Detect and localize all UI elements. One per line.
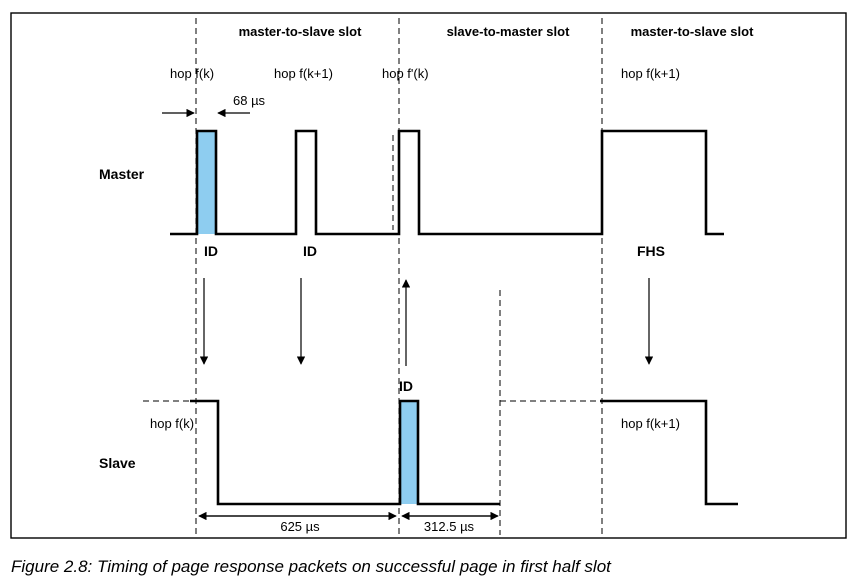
figure-caption: Figure 2.8: Timing of page response pack… [11,557,612,576]
master-hop-1: hop f(k) [170,66,214,81]
slave-hop-1: hop f(k) [150,416,194,431]
master-label: Master [99,166,145,182]
master-hop-3: hop f'(k) [382,66,429,81]
diagram-frame [10,12,847,539]
slot-header-1: master-to-slave slot [239,24,362,39]
master-packet-id-1: ID [204,243,218,259]
timing-label-625: 625 µs [280,519,320,534]
slave-signal-fhs [600,399,738,506]
slave-label: Slave [99,455,136,471]
master-hop-4: hop f(k+1) [621,66,680,81]
slave-hop-2: hop f(k+1) [621,416,680,431]
master-id-packet-fill [197,131,216,234]
slave-id-packet-fill [400,402,418,504]
slot-header-3: master-to-slave slot [631,24,754,39]
master-packet-id-2: ID [303,243,317,259]
slot-header-2: slave-to-master slot [447,24,570,39]
master-packet-fhs: FHS [637,243,665,259]
timing-label-312: 312.5 µs [424,519,475,534]
slave-packet-id: ID [399,378,413,394]
master-signal [170,129,724,236]
packet-width-label: 68 µs [233,93,266,108]
slave-signal [190,399,500,506]
master-hop-2: hop f(k+1) [274,66,333,81]
